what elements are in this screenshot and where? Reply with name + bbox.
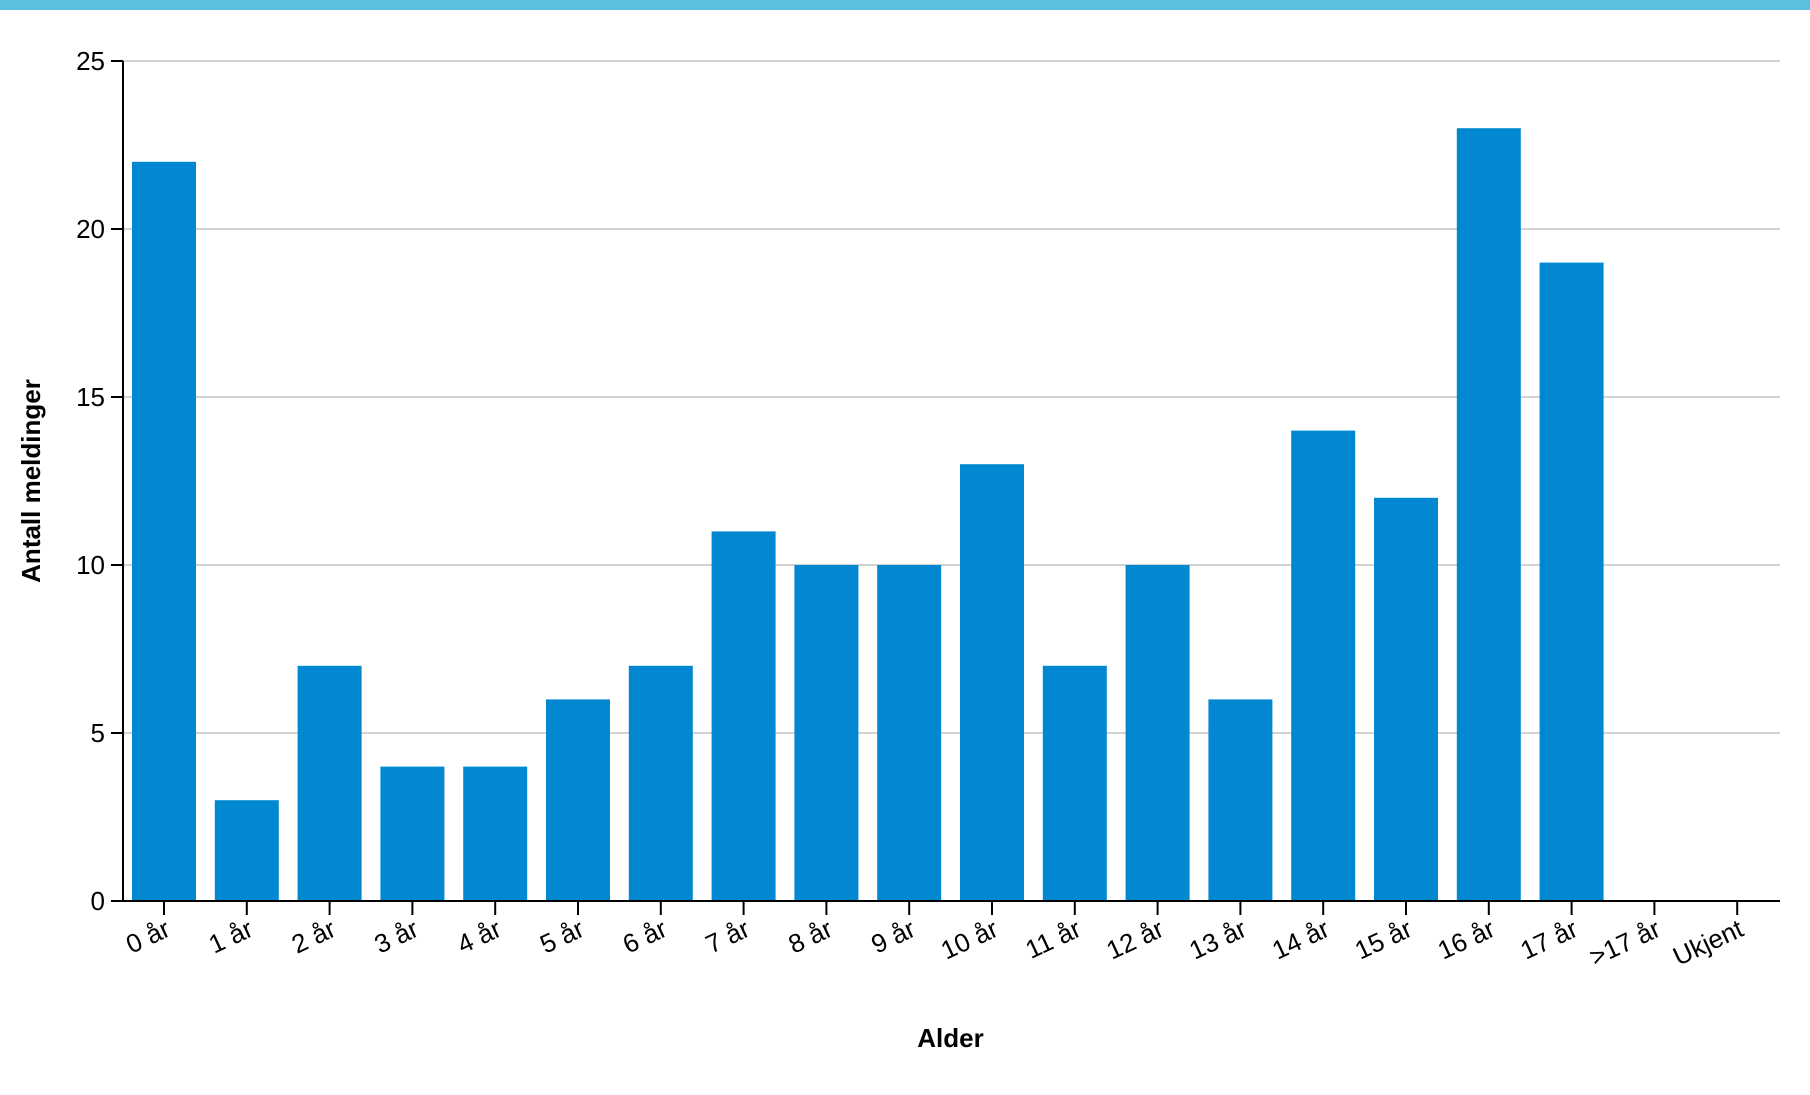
x-tick-label-18: >17 år [1585, 913, 1665, 972]
y-axis: 0 5 10 15 20 25 [76, 46, 124, 916]
bar-3 [380, 766, 445, 901]
x-tick-label-8: 8 år [784, 913, 838, 959]
x-tick-label-11: 11 år [1021, 913, 1086, 965]
x-tick-label-0: 0 år [121, 913, 175, 959]
x-axis-title: Alder [917, 1023, 983, 1053]
x-tick-label-7: 7 år [701, 913, 755, 959]
x-tick-label-14: 14 år [1267, 913, 1334, 965]
bar-8 [794, 565, 859, 901]
bar-4 [463, 766, 528, 901]
x-tick-label-6: 6 år [618, 913, 672, 959]
top-accent-stripe [0, 0, 1810, 10]
y-tick-label-20: 20 [76, 214, 105, 244]
x-tick-label-5: 5 år [535, 913, 589, 959]
x-tick-label-10: 10 år [936, 913, 1003, 965]
bar-15 [1374, 497, 1438, 901]
bar-14 [1291, 430, 1356, 901]
x-tick-label-1: 1 år [204, 913, 258, 959]
x-tick-label-2: 2 år [287, 913, 341, 959]
y-tick-label-5: 5 [91, 718, 105, 748]
bar-chart: 0 5 10 15 20 25 0 år 1 år 2 år 3 år 4 år 5 år 6 år 7… [16, 46, 1780, 1053]
x-tick-label-9: 9 år [866, 913, 920, 959]
bar-2 [297, 665, 362, 901]
bar-13 [1208, 699, 1273, 901]
bar-1 [214, 800, 279, 901]
x-tick-label-4: 4 år [452, 913, 506, 959]
bar-12 [1125, 565, 1190, 901]
y-axis-title: Antall meldinger [16, 379, 46, 583]
bar-0 [132, 161, 196, 902]
bar-6 [628, 665, 693, 901]
x-tick-label-12: 12 år [1102, 913, 1169, 965]
x-axis: 0 år 1 år 2 år 3 år 4 år 5 år 6 år 7 år 8 år 9 år… [121, 900, 1780, 972]
bar-16 [1456, 128, 1521, 901]
y-tick-label-25: 25 [76, 46, 105, 76]
bar-7 [711, 531, 776, 901]
bars [132, 128, 1604, 902]
bar-17 [1539, 262, 1604, 902]
y-tick-label-0: 0 [91, 886, 105, 916]
x-tick-label-16: 16 år [1433, 913, 1500, 965]
x-tick-label-19: Ukjent [1668, 913, 1748, 972]
x-tick-label-13: 13 år [1185, 913, 1252, 965]
x-tick-label-15: 15 år [1350, 913, 1417, 965]
bar-9 [877, 565, 942, 901]
bar-5 [546, 699, 610, 901]
x-tick-label-17: 17 år [1516, 913, 1583, 965]
chart-container: 0 5 10 15 20 25 0 år 1 år 2 år 3 år 4 år 5 år 6 år 7… [0, 10, 1810, 1095]
bar-10 [960, 464, 1024, 901]
x-tick-label-3: 3 år [370, 913, 424, 959]
gridlines [123, 60, 1780, 734]
y-tick-label-10: 10 [76, 550, 105, 580]
bar-11 [1042, 665, 1107, 901]
y-tick-label-15: 15 [76, 382, 105, 412]
